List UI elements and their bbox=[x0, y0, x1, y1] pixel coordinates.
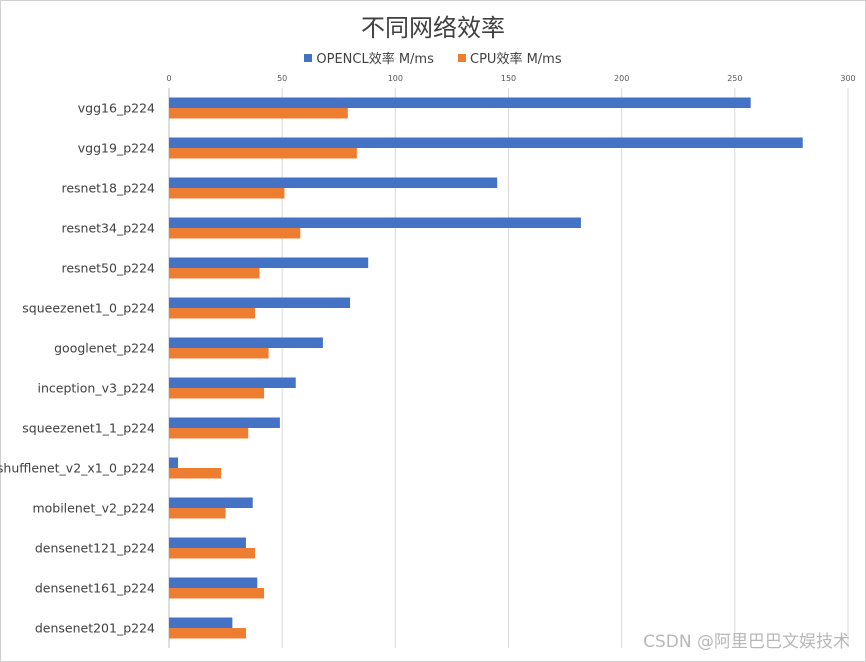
category-label: inception_v3_p224 bbox=[38, 381, 156, 396]
cpu-bar bbox=[169, 388, 265, 399]
x-tick-label: 250 bbox=[727, 74, 742, 83]
opencl-bar bbox=[169, 537, 246, 548]
cpu-bar bbox=[169, 628, 246, 639]
cpu-bar bbox=[169, 268, 260, 279]
category-label: resnet34_p224 bbox=[61, 221, 155, 236]
cpu-bar bbox=[169, 308, 256, 319]
x-tick-label: 100 bbox=[388, 74, 403, 83]
legend-item-cpu: CPU效率 M/ms bbox=[458, 48, 562, 67]
opencl-bar bbox=[169, 457, 179, 468]
opencl-bar bbox=[169, 377, 296, 388]
opencl-bar bbox=[169, 617, 233, 628]
cpu-bar bbox=[169, 348, 269, 359]
watermark: CSDN @阿里巴巴文娱技术 bbox=[643, 632, 850, 652]
category-label: shufflenet_v2_x1_0_p224 bbox=[0, 461, 155, 476]
cpu-bar bbox=[169, 468, 222, 479]
category-label: densenet161_p224 bbox=[35, 581, 155, 596]
x-tick-label: 300 bbox=[840, 74, 855, 83]
cpu-bar bbox=[169, 588, 265, 599]
opencl-bar bbox=[169, 217, 581, 228]
cpu-bar bbox=[169, 148, 357, 159]
category-label: resnet50_p224 bbox=[61, 261, 155, 276]
category-label: squeezenet1_1_p224 bbox=[22, 421, 155, 436]
category-label: vgg19_p224 bbox=[78, 141, 155, 156]
cpu-bar bbox=[169, 508, 226, 519]
opencl-bar bbox=[169, 97, 751, 108]
legend-label-opencl: OPENCL效率 M/ms bbox=[316, 52, 434, 67]
category-label: densenet121_p224 bbox=[35, 541, 155, 556]
category-label: densenet201_p224 bbox=[35, 621, 155, 636]
legend-swatch-opencl bbox=[304, 54, 313, 62]
cpu-bar bbox=[169, 108, 348, 119]
x-tick-label: 150 bbox=[501, 74, 516, 83]
cpu-bar bbox=[169, 188, 285, 199]
opencl-bar bbox=[169, 337, 323, 348]
opencl-bar bbox=[169, 177, 498, 188]
opencl-bar bbox=[169, 417, 280, 428]
category-label: googlenet_p224 bbox=[54, 341, 155, 356]
opencl-bar bbox=[169, 297, 351, 308]
x-tick-label: 0 bbox=[166, 74, 171, 83]
opencl-bar bbox=[169, 257, 369, 268]
cpu-bar bbox=[169, 228, 301, 239]
legend-swatch-cpu bbox=[458, 54, 467, 62]
cpu-bar bbox=[169, 428, 249, 439]
category-label: vgg16_p224 bbox=[78, 101, 155, 116]
cpu-bar bbox=[169, 548, 256, 559]
category-label: resnet18_p224 bbox=[61, 181, 155, 196]
opencl-bar bbox=[169, 497, 253, 508]
category-label: squeezenet1_0_p224 bbox=[22, 301, 155, 316]
legend-item-opencl: OPENCL效率 M/ms bbox=[304, 48, 434, 67]
category-label: mobilenet_v2_p224 bbox=[32, 501, 155, 516]
x-tick-label: 200 bbox=[614, 74, 629, 83]
opencl-bar bbox=[169, 137, 803, 148]
legend-label-cpu: CPU效率 M/ms bbox=[470, 52, 562, 67]
legend: OPENCL效率 M/ms CPU效率 M/ms bbox=[0, 48, 866, 67]
x-tick-label: 50 bbox=[277, 74, 287, 83]
opencl-bar bbox=[169, 577, 258, 588]
chart-title: 不同网络效率 bbox=[361, 14, 505, 42]
